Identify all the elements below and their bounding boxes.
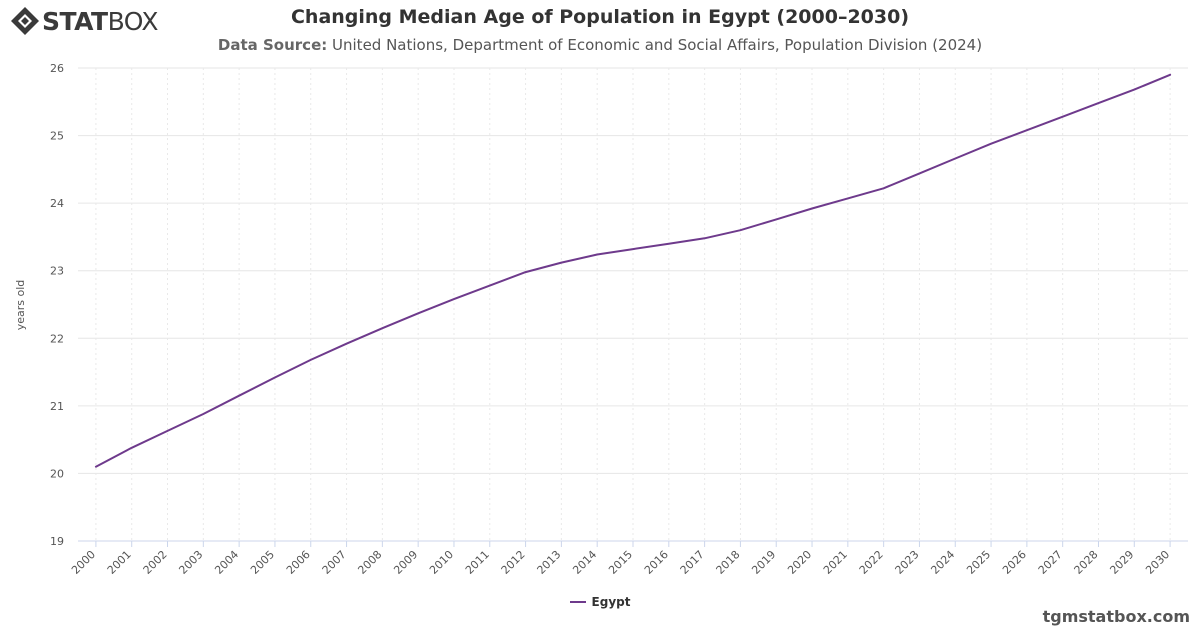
x-tick-label: 2022 xyxy=(857,548,886,577)
x-tick-label: 2018 xyxy=(714,548,743,577)
data-point xyxy=(810,206,815,211)
data-point xyxy=(917,171,922,176)
x-tick-label: 2020 xyxy=(785,548,814,577)
x-tick-label: 2009 xyxy=(391,548,420,577)
y-tick-label: 23 xyxy=(50,265,64,278)
x-tick-label: 2013 xyxy=(535,548,564,577)
data-point xyxy=(487,283,492,288)
x-tick-label: 2002 xyxy=(141,548,170,577)
x-tick-label: 2029 xyxy=(1107,548,1136,577)
data-point xyxy=(201,411,206,416)
logo-text-light: BOX xyxy=(107,6,159,36)
y-tick-label: 26 xyxy=(50,62,64,75)
x-tick-label: 2007 xyxy=(320,548,349,577)
x-tick-label: 2026 xyxy=(1000,548,1029,577)
data-point xyxy=(1096,101,1101,106)
chart-title: Changing Median Age of Population in Egy… xyxy=(290,6,910,28)
y-tick-label: 21 xyxy=(50,400,64,413)
legend-label-egypt: Egypt xyxy=(591,595,631,609)
data-point xyxy=(738,228,743,233)
data-point xyxy=(1024,128,1029,133)
y-tick-label: 19 xyxy=(50,535,64,548)
data-point xyxy=(129,445,134,450)
data-point xyxy=(881,186,886,191)
data-point xyxy=(344,341,349,346)
y-axis-label: years old xyxy=(14,280,27,331)
data-point xyxy=(416,311,421,316)
x-tick-label: 2019 xyxy=(749,548,778,577)
y-tick-label: 20 xyxy=(50,467,64,480)
data-point xyxy=(774,217,779,222)
x-tick-label: 2004 xyxy=(212,548,241,577)
series-line-egypt xyxy=(94,73,1172,468)
data-point xyxy=(1168,72,1173,77)
x-tick-label: 2003 xyxy=(176,548,205,577)
legend-swatch xyxy=(569,601,586,603)
x-tick-label: 2017 xyxy=(678,548,707,577)
x-tick-label: 2005 xyxy=(248,548,277,577)
data-point xyxy=(451,297,456,302)
data-point xyxy=(845,196,850,201)
x-tick-label: 2014 xyxy=(570,548,599,577)
x-tick-label: 2015 xyxy=(606,548,635,577)
data-point xyxy=(308,357,313,362)
data-point xyxy=(666,241,671,246)
data-point xyxy=(380,326,385,331)
x-tick-label: 2030 xyxy=(1143,548,1172,577)
data-point xyxy=(1132,87,1137,92)
y-tick-label: 22 xyxy=(50,332,64,345)
grid-layer xyxy=(78,67,1188,542)
x-tick-label: 2016 xyxy=(642,548,671,577)
data-point xyxy=(989,141,994,146)
statbox-logo-icon xyxy=(11,7,39,35)
x-tick-label: 2021 xyxy=(821,548,850,577)
data-point xyxy=(595,252,600,257)
x-tick-label: 2023 xyxy=(893,548,922,577)
data-point xyxy=(631,247,636,252)
data-point xyxy=(523,270,528,275)
x-tick-label: 2024 xyxy=(928,548,957,577)
x-tick-label: 2010 xyxy=(427,548,456,577)
data-source-label: Data Source: xyxy=(217,36,328,54)
y-tick-label: 24 xyxy=(50,197,64,210)
statbox-logo: STATBOX xyxy=(10,6,159,36)
y-tick-label: 25 xyxy=(50,130,64,143)
data-point xyxy=(272,375,277,380)
x-tick-label: 2000 xyxy=(69,548,98,577)
x-tick-label: 2001 xyxy=(105,548,134,577)
chart-subtitle: Data Source: United Nations, Department … xyxy=(0,36,1200,54)
data-point xyxy=(702,236,707,241)
x-tick-label: 2027 xyxy=(1036,548,1065,577)
x-tick-label: 2028 xyxy=(1072,548,1101,577)
x-tick-label: 2008 xyxy=(355,548,384,577)
data-point xyxy=(93,464,98,469)
x-tick-label: 2025 xyxy=(964,548,993,577)
data-point xyxy=(1060,114,1065,119)
data-point xyxy=(237,393,242,398)
data-point xyxy=(953,156,958,161)
x-tick-label: 2011 xyxy=(463,548,492,577)
series-layer xyxy=(93,72,1173,469)
x-tick-label: 2006 xyxy=(284,548,313,577)
site-credit: tgmstatbox.com xyxy=(1042,607,1190,626)
data-point xyxy=(559,260,564,265)
logo-wordmark: STATBOX xyxy=(42,6,159,36)
legend[interactable]: Egypt xyxy=(0,595,1200,609)
data-point xyxy=(165,428,170,433)
x-tick-label: 2012 xyxy=(499,548,528,577)
logo-text-bold: STAT xyxy=(42,6,108,36)
data-source-text: United Nations, Department of Economic a… xyxy=(332,36,983,54)
